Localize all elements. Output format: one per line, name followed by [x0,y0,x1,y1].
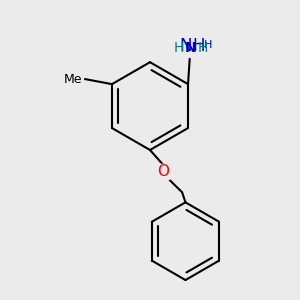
Text: N: N [179,37,192,55]
Text: O: O [158,164,169,179]
Text: H: H [198,41,208,56]
Text: Me: Me [64,73,82,85]
Text: H: H [173,41,184,56]
Text: H: H [203,40,212,50]
Text: N: N [185,41,197,56]
Text: H: H [193,37,205,55]
